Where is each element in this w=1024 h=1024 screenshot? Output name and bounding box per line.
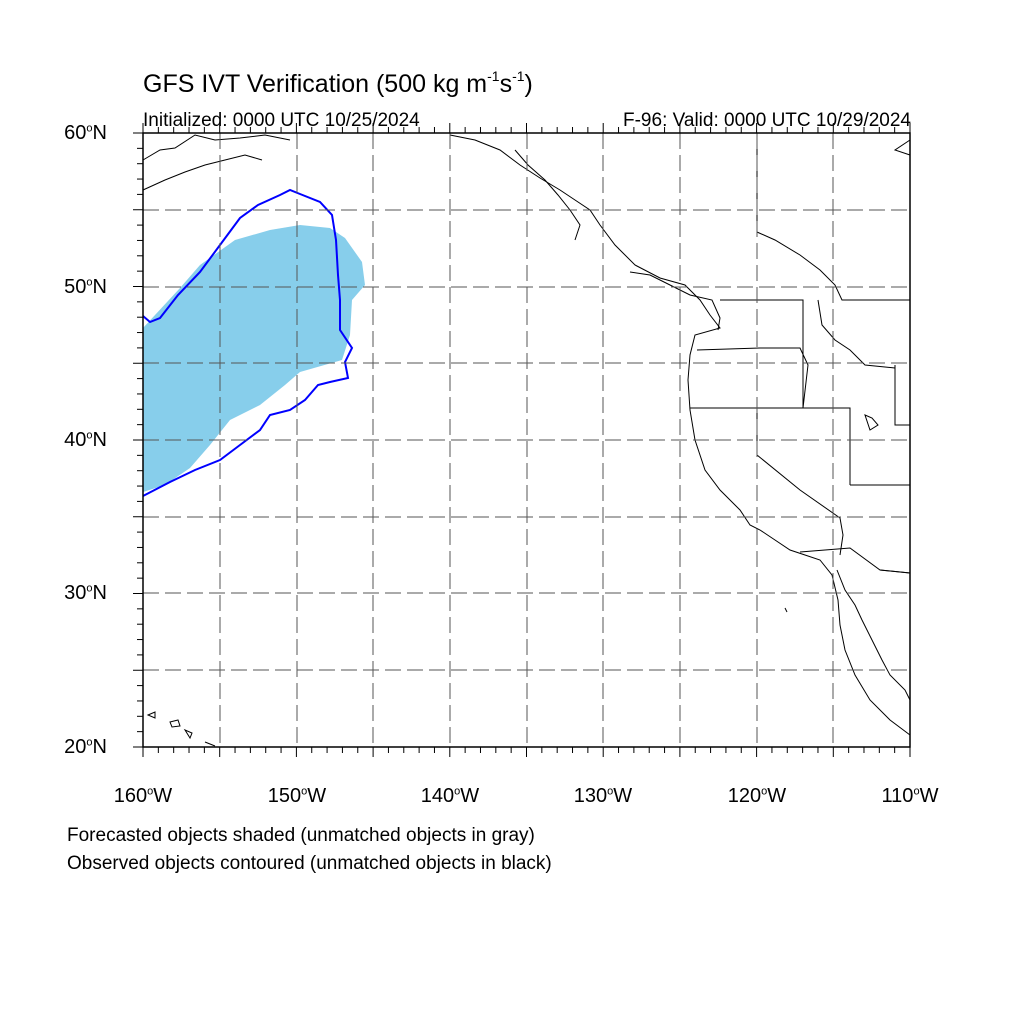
map-title: GFS IVT Verification (500 kg m-1s-1) [143, 68, 533, 98]
lon-label-140: 140oW [420, 785, 480, 807]
lat-label-60: 60oN [64, 122, 107, 144]
lat-label-40: 40oN [64, 429, 107, 451]
lon-label-130: 130oW [573, 785, 633, 807]
lat-label-30: 30oN [64, 582, 107, 604]
initialized-label: Initialized: 0000 UTC 10/25/2024 [143, 110, 420, 131]
observed-note: Observed objects contoured (unmatched ob… [67, 853, 552, 874]
lon-label-160: 160oW [113, 785, 173, 807]
lat-label-50: 50oN [64, 276, 107, 298]
valid-time-label: F-96: Valid: 0000 UTC 10/29/2024 [623, 110, 911, 131]
coastlines [142, 134, 911, 747]
graticule [143, 133, 910, 747]
lon-label-110: 110oW [881, 785, 939, 807]
lat-label-20: 20oN [64, 736, 107, 758]
lon-label-120: 120oW [727, 785, 787, 807]
state-borders [690, 135, 911, 574]
forecast-note: Forecasted objects shaded (unmatched obj… [67, 825, 535, 846]
lon-label-150: 150oW [267, 785, 327, 807]
forecast-ivt-object [143, 225, 365, 492]
tick-marks [133, 123, 911, 757]
